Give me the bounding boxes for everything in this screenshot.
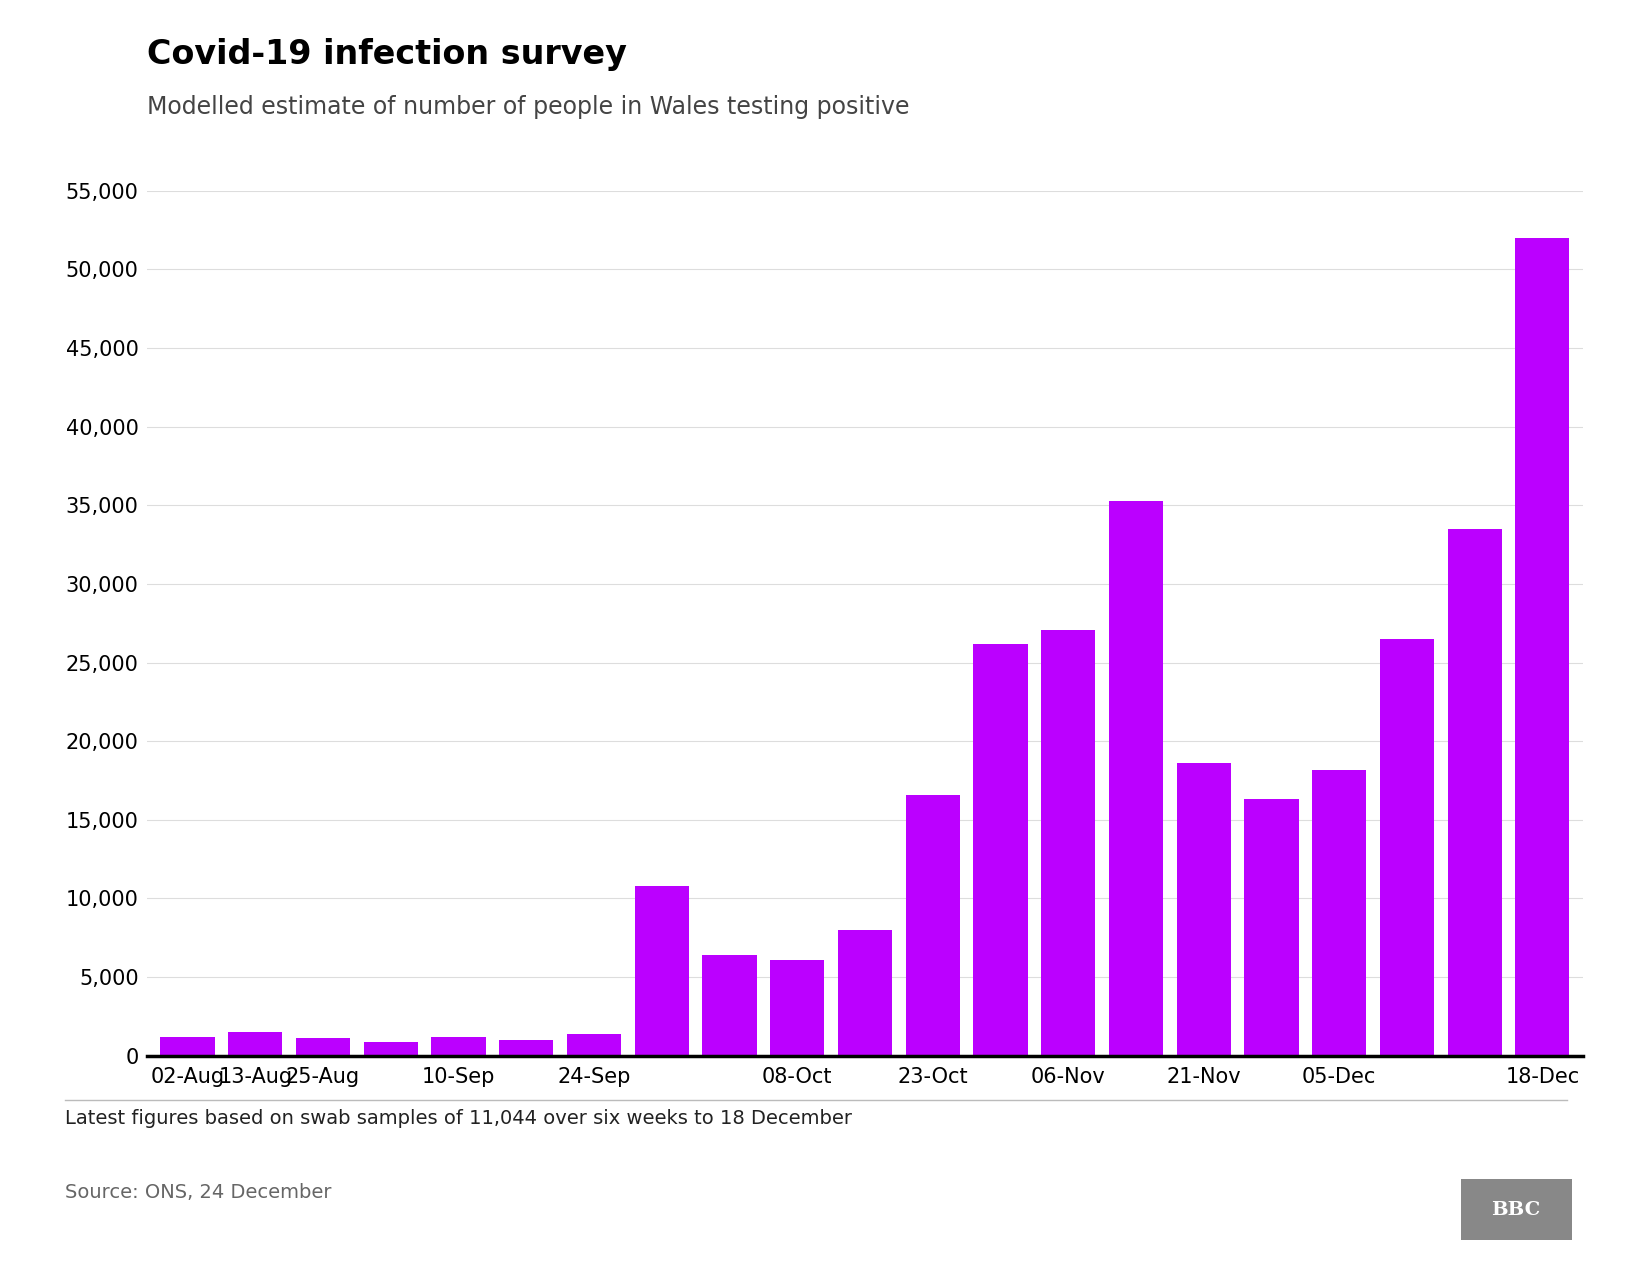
Bar [973, 644, 1028, 1056]
Bar [364, 1042, 418, 1056]
Bar [431, 1037, 486, 1056]
Bar [837, 930, 893, 1056]
Bar [1379, 639, 1435, 1056]
Bar [499, 1040, 553, 1056]
Bar [1514, 238, 1570, 1056]
Bar [770, 960, 824, 1056]
Bar [702, 955, 757, 1056]
Bar [1244, 799, 1299, 1056]
Bar [566, 1034, 622, 1056]
Bar [1177, 763, 1231, 1056]
Bar [635, 885, 689, 1056]
Bar [1312, 770, 1366, 1056]
Bar [1041, 630, 1095, 1056]
Text: Latest figures based on swab samples of 11,044 over six weeks to 18 December: Latest figures based on swab samples of … [65, 1109, 852, 1128]
Text: Covid-19 infection survey: Covid-19 infection survey [147, 38, 627, 71]
Bar [1108, 501, 1164, 1056]
Text: Source: ONS, 24 December: Source: ONS, 24 December [65, 1183, 331, 1202]
Text: Modelled estimate of number of people in Wales testing positive: Modelled estimate of number of people in… [147, 95, 909, 120]
Bar [160, 1037, 215, 1056]
Bar [906, 795, 960, 1056]
Bar [1448, 529, 1501, 1056]
Bar [228, 1032, 282, 1056]
Bar [295, 1038, 351, 1056]
Text: BBC: BBC [1492, 1201, 1541, 1219]
